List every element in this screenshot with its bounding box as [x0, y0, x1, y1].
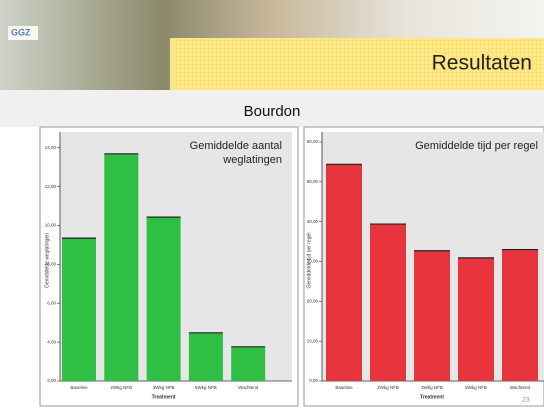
y-tick-label: 14,00 [45, 145, 57, 150]
bar [370, 224, 406, 381]
y-tick-label: 10,00 [307, 338, 319, 343]
bar [104, 153, 139, 381]
y-tick-label: 60,00 [307, 139, 319, 144]
bar [414, 250, 450, 381]
logo: GGZ [11, 27, 31, 37]
y-tick-label: 8,00 [47, 262, 56, 267]
x-tick-label: Baseline [70, 385, 88, 390]
x-tick-label: Wachtend [238, 385, 259, 390]
y-tick-label: 50,00 [307, 179, 319, 184]
bar [231, 346, 266, 381]
y-axis-label: Gemiddelde weglatingen [44, 233, 50, 288]
bar [458, 257, 494, 381]
x-tick-label: 3Wkg NFB [421, 385, 443, 390]
y-tick-label: 20,00 [307, 299, 319, 304]
y-tick-label: 12,00 [45, 184, 57, 189]
y-tick-label: 6,00 [47, 300, 56, 305]
x-tick-label: Baseline [335, 385, 353, 390]
slide-title: Resultaten [432, 52, 532, 75]
y-tick-label: 0,00 [309, 378, 318, 383]
x-tick-label: 5Wkg NFB [195, 385, 217, 390]
bar [326, 164, 362, 381]
chart: 0,00 10,00 20,00 30,00 40,00 50,00 60,00 Baseli… [306, 132, 544, 400]
y-tick-label: 40,00 [307, 219, 319, 224]
title-band [170, 38, 544, 90]
x-tick-label: 2Wkg NFB [377, 385, 399, 390]
y-tick-label: 4,00 [47, 339, 56, 344]
x-axis-label: Treatment [420, 394, 444, 400]
x-tick-label: 5Wkg NFB [465, 385, 487, 390]
slide-subtitle: Bourdon [244, 103, 301, 120]
x-tick-label: 3Wkg NFB [153, 385, 175, 390]
chart: 2,00 4,00 6,00 8,00 10,00 12,00 14,00 Baseline 2… [44, 132, 292, 400]
chart-title: Gemiddelde tijd per regel [415, 140, 538, 152]
x-tick-label: Wachtend [510, 385, 531, 390]
y-tick-label: 30,00 [307, 259, 319, 264]
subtitle-band [0, 90, 544, 127]
chart-title: Gemiddelde aantal weglatingen [190, 140, 282, 166]
bar [146, 217, 181, 381]
page-number: 23 [522, 397, 530, 404]
logo-box [8, 26, 38, 40]
x-axis-label: Treatment [152, 394, 176, 400]
bar [502, 249, 538, 381]
y-tick-label: 10,00 [45, 223, 57, 228]
bar [62, 238, 96, 381]
x-tick-label: 2Wkg NFB [110, 385, 132, 390]
y-axis-label: Gemiddelde tijd per regel [306, 233, 312, 289]
y-tick-label: 2,00 [47, 378, 56, 383]
bar [188, 332, 223, 381]
